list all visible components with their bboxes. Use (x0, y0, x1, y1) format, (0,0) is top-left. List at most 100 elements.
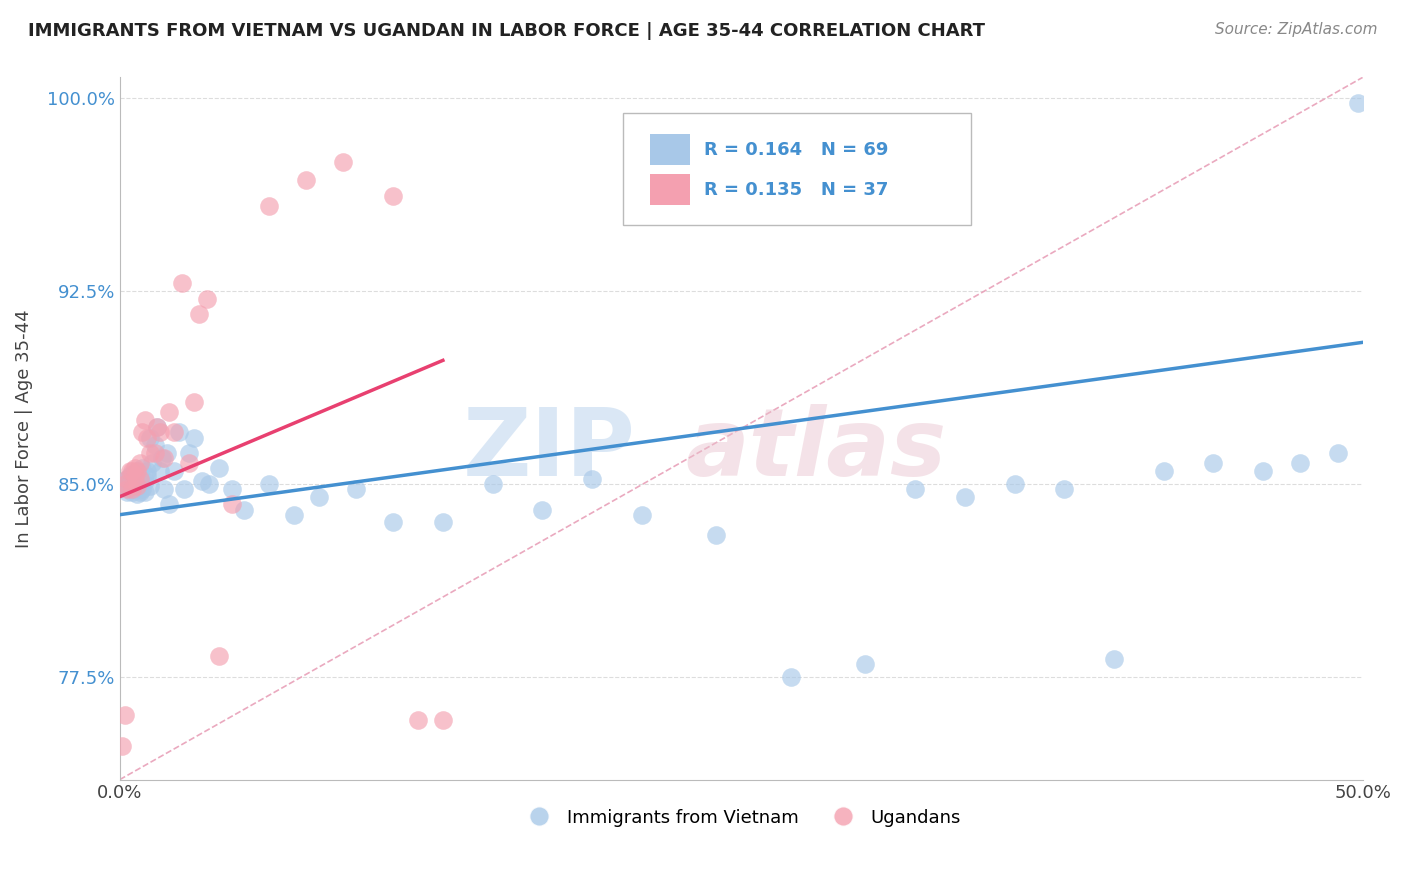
Point (114, 708, 136, 723)
Point (344, 482, 367, 496)
Point (308, 490, 330, 504)
Point (115, 482, 138, 496)
Text: Source: ZipAtlas.com: Source: ZipAtlas.com (1215, 22, 1378, 37)
Point (138, 479, 160, 493)
Point (295, 173, 318, 187)
Point (143, 438, 166, 452)
Point (128, 456, 150, 470)
Point (111, 739, 134, 754)
Point (953, 490, 976, 504)
Point (1251, 464, 1274, 478)
Point (146, 420, 169, 434)
Point (124, 472, 146, 486)
Point (183, 394, 205, 409)
Point (283, 508, 305, 522)
Point (115, 484, 138, 499)
Point (138, 446, 160, 460)
Point (233, 502, 256, 516)
Point (115, 472, 138, 486)
Point (208, 461, 231, 475)
Point (124, 461, 146, 475)
Point (406, 714, 429, 728)
Point (173, 482, 195, 496)
Point (198, 476, 221, 491)
Point (141, 456, 163, 470)
Point (150, 451, 173, 466)
Point (208, 649, 231, 664)
Point (127, 479, 149, 493)
Point (257, 476, 280, 491)
Point (188, 307, 211, 321)
Point (432, 516, 454, 530)
Point (1102, 651, 1125, 665)
Point (630, 508, 652, 522)
Point (143, 446, 166, 460)
Point (1326, 446, 1348, 460)
Point (169, 425, 191, 440)
Point (581, 472, 603, 486)
Text: atlas: atlas (685, 403, 946, 496)
Point (114, 479, 136, 493)
Point (131, 482, 153, 496)
Text: R = 0.135   N = 37: R = 0.135 N = 37 (704, 181, 889, 199)
Point (148, 425, 170, 440)
Point (855, 657, 877, 671)
Legend: Immigrants from Vietnam, Ugandans: Immigrants from Vietnam, Ugandans (515, 801, 969, 834)
Point (221, 497, 243, 511)
Point (531, 502, 554, 516)
Point (704, 528, 727, 542)
Point (128, 469, 150, 483)
Point (124, 469, 146, 483)
Point (148, 464, 170, 478)
Point (134, 484, 156, 499)
Point (128, 472, 150, 486)
Point (179, 446, 201, 460)
Point (128, 476, 150, 491)
Point (904, 482, 927, 496)
Point (131, 461, 153, 475)
Point (481, 476, 503, 491)
Point (127, 479, 149, 493)
Point (146, 420, 169, 434)
Point (163, 464, 186, 478)
Point (153, 451, 176, 466)
Point (159, 405, 181, 419)
Point (191, 475, 214, 489)
Point (118, 469, 141, 483)
Point (1202, 456, 1225, 470)
Point (183, 431, 205, 445)
Point (221, 482, 243, 496)
Point (1053, 482, 1076, 496)
Point (1004, 476, 1026, 491)
Point (121, 464, 143, 478)
Point (121, 467, 143, 481)
Point (195, 292, 218, 306)
Point (179, 456, 201, 470)
Point (118, 482, 141, 496)
Point (382, 516, 405, 530)
Text: R = 0.164   N = 69: R = 0.164 N = 69 (704, 141, 889, 159)
Point (128, 484, 150, 499)
Point (127, 464, 149, 478)
Point (257, 199, 280, 213)
Point (134, 412, 156, 426)
Y-axis label: In Labor Force | Age 35-44: In Labor Force | Age 35-44 (15, 310, 32, 548)
Point (127, 464, 149, 478)
Point (156, 446, 179, 460)
Point (121, 479, 143, 493)
Point (1289, 456, 1312, 470)
Point (136, 464, 159, 478)
Point (153, 482, 176, 496)
Point (121, 484, 143, 499)
Point (1347, 96, 1369, 111)
Point (779, 670, 801, 684)
Text: ZIP: ZIP (463, 403, 636, 496)
Point (163, 425, 186, 440)
Point (382, 188, 405, 202)
Point (111, 476, 134, 491)
Point (121, 482, 143, 496)
Text: IMMIGRANTS FROM VIETNAM VS UGANDAN IN LABOR FORCE | AGE 35-44 CORRELATION CHART: IMMIGRANTS FROM VIETNAM VS UGANDAN IN LA… (28, 22, 986, 40)
Point (136, 469, 159, 483)
Point (432, 714, 454, 728)
Point (118, 464, 141, 478)
